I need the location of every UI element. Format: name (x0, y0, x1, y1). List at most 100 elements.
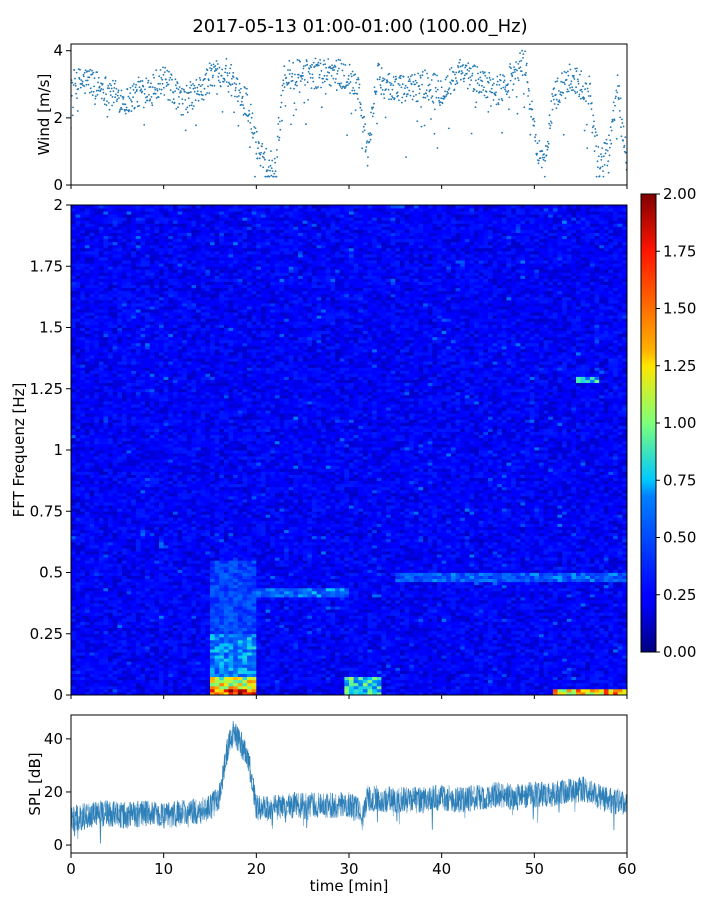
spectrogram-cell (94, 505, 100, 509)
spectrogram-cell (71, 578, 77, 583)
spectrogram-cell (108, 443, 114, 448)
wind-point (417, 72, 419, 75)
spectrogram-cell (84, 303, 90, 307)
wind-point (577, 83, 580, 85)
spectrogram-cell (168, 529, 174, 534)
wind-point (154, 92, 157, 95)
spectrogram-cell (71, 517, 77, 521)
spectrogram-cell (145, 639, 151, 644)
spectrogram-cell (98, 312, 104, 316)
wind-point (146, 95, 149, 98)
spectrogram-cell (135, 505, 141, 509)
spectrogram-cell (98, 355, 104, 359)
spectrogram-cell (112, 676, 118, 681)
spectrogram-cell (108, 646, 114, 650)
spectrogram-cell (126, 474, 132, 478)
spectrogram-cell (117, 603, 123, 607)
wind-point (334, 81, 336, 84)
spectrogram-cell (94, 290, 100, 295)
spectrogram-cell (154, 290, 160, 295)
spectrogram-cell (168, 646, 174, 650)
spectrogram-cell (135, 459, 141, 463)
wind-point (332, 66, 335, 69)
spectrogram-cell (145, 361, 151, 365)
wind-point (125, 108, 128, 111)
spectrogram-cell (108, 462, 114, 466)
spectrogram-cell (172, 385, 178, 390)
spectrogram-cell (172, 446, 178, 451)
spectrogram-cell (149, 358, 155, 362)
spectrogram-cell (80, 376, 86, 380)
wind-point (379, 84, 382, 87)
spectrogram-cell (172, 593, 178, 598)
wind-point (186, 106, 189, 109)
spectrogram-cell (121, 217, 127, 221)
spectrogram-cell (89, 590, 95, 595)
spectrogram-cell (103, 413, 109, 417)
spectrogram-cell (131, 440, 137, 445)
spectrogram-cell (94, 440, 100, 445)
spectrogram-cell (131, 630, 137, 635)
spectrogram-cell (131, 606, 137, 610)
spectrogram-cell (126, 541, 132, 546)
spectrogram-cell (145, 572, 151, 576)
spectrogram-cell (159, 290, 165, 295)
wind-point (117, 89, 120, 92)
spectrogram-cell (140, 615, 146, 619)
spectrogram-cell (89, 685, 95, 690)
spectrogram-cell (103, 235, 109, 240)
spectrogram-cell (140, 388, 146, 393)
spectrogram-cell (80, 419, 86, 423)
wind-point (437, 80, 440, 82)
spectrogram-cell (168, 443, 174, 448)
spectrogram-cell (117, 404, 123, 408)
spectrogram-cell (71, 266, 77, 270)
wind-point (486, 96, 489, 99)
spectrogram-cell (163, 667, 169, 671)
spectrogram-cell (140, 514, 146, 518)
spectrogram-cell (149, 459, 155, 463)
spectrogram-cell (75, 502, 81, 506)
wind-point (194, 87, 197, 89)
spectrogram-cell (168, 410, 174, 414)
spectrogram-cell (135, 495, 141, 500)
spectrogram-cell (71, 299, 77, 304)
wind-point (281, 119, 283, 122)
spectrogram-cell (121, 385, 127, 390)
spectrogram-cell (117, 339, 123, 344)
spectrogram-cell (75, 293, 81, 298)
wind-point (560, 94, 563, 97)
wind-point (616, 91, 619, 94)
spectrogram-cell (98, 306, 104, 310)
spectrogram-cell (103, 238, 109, 243)
spectrogram-cell (121, 358, 127, 362)
spectrogram-cell (117, 691, 123, 695)
wind-point (508, 96, 511, 99)
spectrogram-cell (131, 691, 137, 695)
spectrogram-cell (131, 661, 137, 665)
spectrogram-cell (117, 597, 123, 601)
wind-point (72, 106, 74, 109)
spectrogram-cell (149, 600, 155, 604)
spectrogram-cell (159, 624, 165, 629)
spectrogram-cell (121, 339, 127, 344)
wind-point (227, 91, 230, 93)
spectrogram-cell (98, 440, 104, 445)
spectrogram-cell (131, 655, 137, 659)
spectrogram-cell (75, 342, 81, 347)
spectrogram-cell (172, 517, 178, 521)
spectrogram-cell (84, 321, 90, 325)
wind-point (331, 64, 333, 67)
spectrogram-cell (126, 453, 132, 457)
spectrogram-cell (121, 220, 127, 224)
spectrogram-cell (108, 471, 114, 475)
spectrogram-cell (117, 679, 123, 684)
spectrogram-cell (103, 514, 109, 518)
spectrogram-cell (75, 296, 81, 301)
spectrogram-cell (80, 385, 86, 390)
spectrogram-cell (121, 520, 127, 524)
spectrogram-cell (131, 566, 137, 570)
spectrogram-cell (126, 370, 132, 374)
spectrogram-cell (80, 532, 86, 537)
spectrogram-cell (168, 590, 174, 595)
